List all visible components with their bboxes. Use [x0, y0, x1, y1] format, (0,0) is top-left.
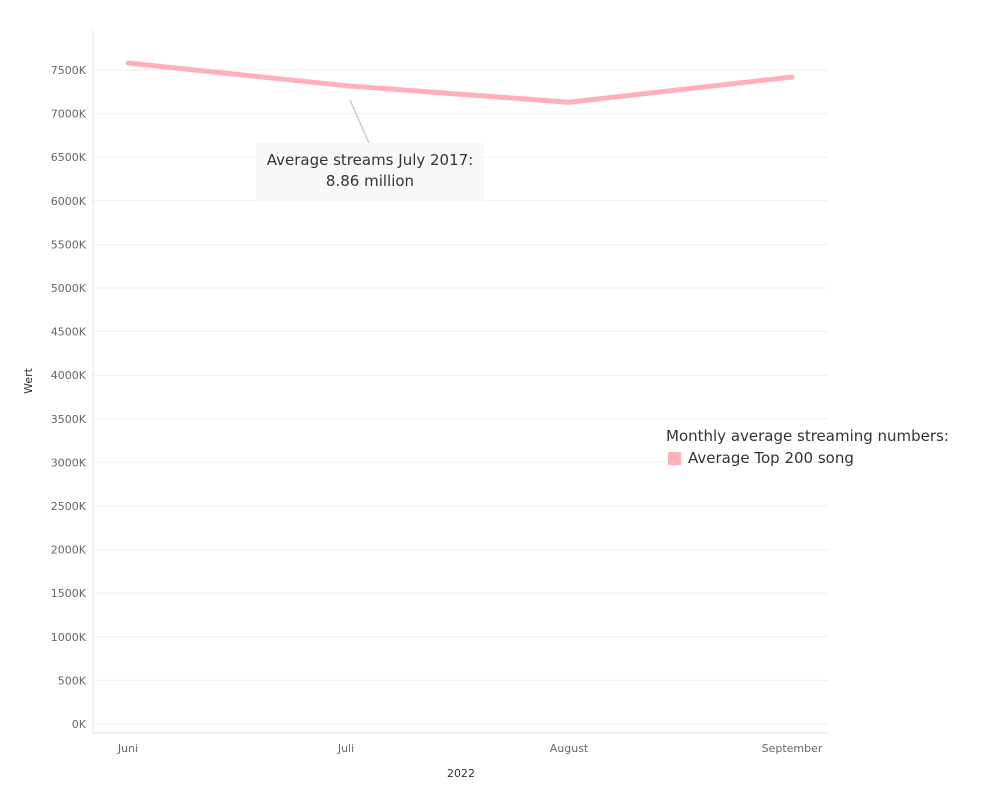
- legend-label: Average Top 200 song: [688, 449, 854, 467]
- legend-title: Monthly average streaming numbers:: [666, 427, 949, 445]
- axes: [92, 30, 828, 734]
- y-tick-label: 2000K: [51, 544, 87, 557]
- legend: Monthly average streaming numbers: Avera…: [666, 426, 949, 468]
- annotation-line-2: 8.86 million: [325, 172, 415, 190]
- y-tick-label: 5500K: [51, 238, 87, 251]
- y-tick-label: 4500K: [51, 326, 87, 339]
- annotation-box: Average streams July 2017: 8.86 million: [256, 143, 484, 201]
- y-tick-label: 1000K: [51, 631, 87, 644]
- y-tick-label: 6500K: [51, 151, 87, 164]
- y-tick-label: 3500K: [51, 413, 87, 426]
- y-tick-label: 7000K: [51, 108, 87, 121]
- series-line: [125, 60, 795, 105]
- legend-swatch: [668, 451, 681, 465]
- legend-entry: Average Top 200 song: [668, 448, 949, 468]
- y-tick-labels: 0K 500K 1000K 1500K 2000K 2500K 3000K 3500K 4000…: [51, 64, 87, 731]
- series: [125, 60, 795, 105]
- x-tick-label: Juni: [117, 742, 138, 755]
- x-tick-labels: Juni Juli August September: [117, 742, 823, 755]
- y-tick-label: 0K: [72, 718, 87, 731]
- y-tick-label: 6000K: [51, 195, 87, 208]
- y-tick-label: 2500K: [51, 500, 87, 513]
- y-tick-label: 1500K: [51, 587, 87, 600]
- x-tick-label: August: [550, 742, 589, 755]
- y-axis-title: Wert: [22, 367, 35, 394]
- annotation-line-1: Average streams July 2017:: [266, 151, 474, 169]
- x-tick-label: September: [762, 742, 823, 755]
- x-tick-label: Juli: [337, 742, 354, 755]
- y-tick-label: 7500K: [51, 64, 87, 77]
- y-tick-label: 4000K: [51, 369, 87, 382]
- y-tick-label: 500K: [58, 674, 87, 687]
- annotation-pointer-line: [349, 99, 370, 144]
- y-tick-label: 5000K: [51, 282, 87, 295]
- y-tick-label: 3000K: [51, 456, 87, 469]
- x-axis-title: 2022: [447, 767, 475, 780]
